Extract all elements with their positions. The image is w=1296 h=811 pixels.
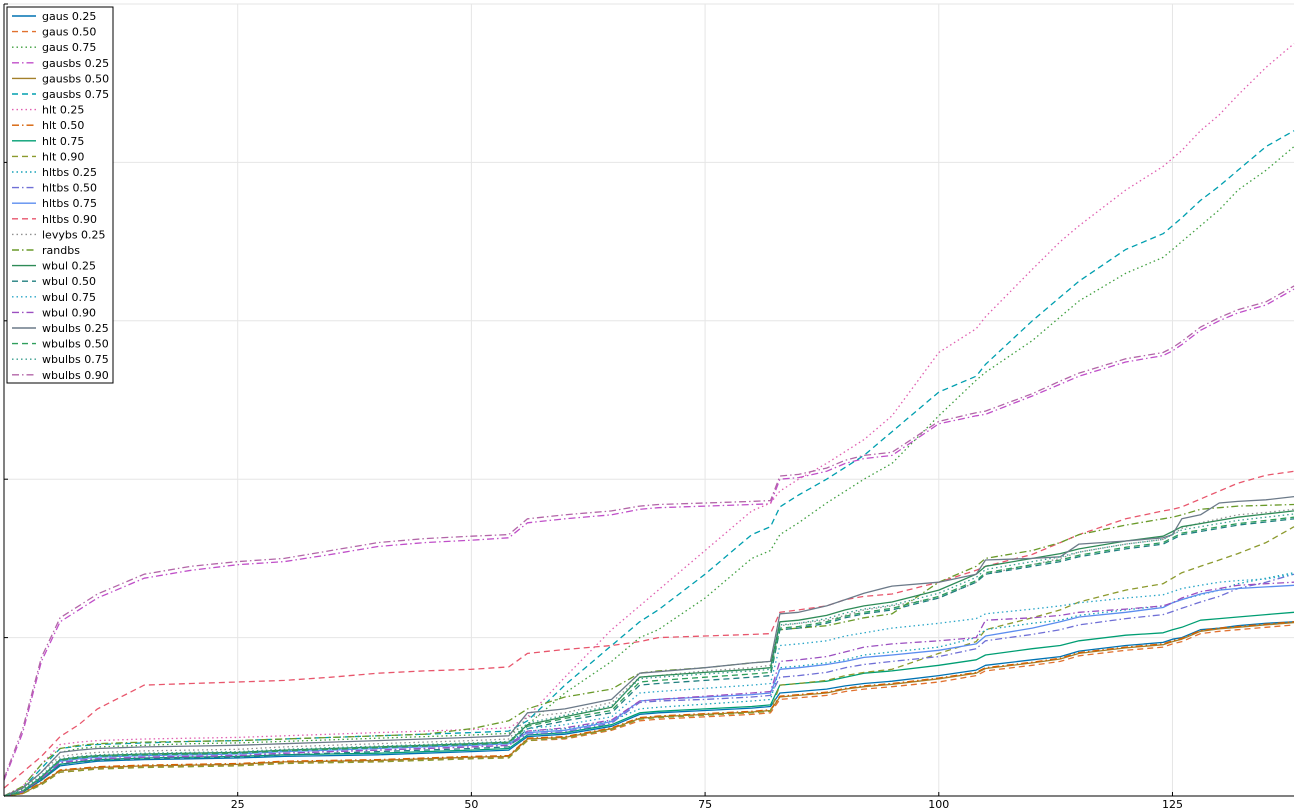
x-tick-label: 50 — [464, 798, 478, 811]
axes — [3, 3, 1294, 797]
legend-label: wbulbs 0.90 — [42, 369, 109, 382]
x-tick-label: 75 — [698, 798, 712, 811]
series-line-levybs-0-25 — [3, 508, 1295, 797]
legend-label: randbs — [42, 244, 80, 257]
legend-entry: hlt 0.50 — [12, 119, 84, 132]
series-line-wbul-0-90 — [3, 581, 1295, 797]
series-line-gausbs-0-50 — [3, 621, 1295, 797]
legend-entry: wbulbs 0.25 — [12, 322, 109, 335]
legend-entry: wbul 0.90 — [12, 306, 96, 319]
x-tick-label: 100 — [928, 798, 949, 811]
legend-entry: gaus 0.25 — [12, 10, 96, 23]
legend-label: gausbs 0.75 — [42, 88, 109, 101]
legend-entry: randbs — [12, 244, 80, 257]
series-line-wbulbs-0-75 — [3, 513, 1295, 797]
series-line-wbul-0-50 — [3, 518, 1295, 797]
legend-label: hltbs 0.25 — [42, 166, 97, 179]
series-line-hlt-0-75 — [3, 611, 1295, 797]
legend-box — [6, 6, 114, 384]
legend-entries: gaus 0.25 gaus 0.50 gaus 0.75 gausbs 0.25 ga… — [12, 10, 109, 382]
legend-entry: hlt 0.75 — [12, 135, 84, 148]
series-line-hltbs-0-90 — [3, 470, 1295, 789]
series-line-gaus-0-25 — [3, 621, 1295, 797]
legend-label: gausbs 0.25 — [42, 57, 109, 70]
x-tick-label: 125 — [1162, 798, 1183, 811]
legend-label: hlt 0.25 — [42, 104, 84, 117]
legend-label: wbulbs 0.75 — [42, 353, 109, 366]
legend-entry: gausbs 0.75 — [12, 88, 109, 101]
legend-label: wbul 0.50 — [42, 275, 96, 288]
series-line-hlt-0-25 — [3, 43, 1295, 797]
series-line-gaus-0-50 — [3, 624, 1295, 797]
legend-label: wbulbs 0.25 — [42, 322, 109, 335]
series-line-wbulbs-0-50 — [3, 516, 1295, 797]
legend-entry: wbul 0.25 — [12, 260, 96, 273]
series-line-wbul-0-75 — [3, 573, 1295, 797]
legend-label: wbul 0.75 — [42, 291, 96, 304]
legend-entry: hltbs 0.25 — [12, 166, 97, 179]
legend-entry: wbulbs 0.90 — [12, 369, 109, 382]
legend-label: gausbs 0.50 — [42, 72, 109, 85]
legend-label: gaus 0.50 — [42, 26, 96, 39]
legend-label: hltbs 0.90 — [42, 213, 97, 226]
legend-entry: wbul 0.50 — [12, 275, 96, 288]
legend-label: hlt 0.75 — [42, 135, 84, 148]
series-line-wbul-0-25 — [3, 510, 1295, 797]
series-line-gausbs-0-25 — [3, 288, 1295, 781]
legend-entry: hltbs 0.75 — [12, 197, 97, 210]
series-line-hlt-0-50 — [3, 621, 1295, 797]
legend-entry: gaus 0.50 — [12, 26, 96, 39]
grid — [4, 3, 1294, 796]
legend-label: wbul 0.25 — [42, 260, 96, 273]
legend-entry: hltbs 0.90 — [12, 213, 97, 226]
series-line-wbulbs-0-25 — [3, 495, 1295, 797]
legend-label: hlt 0.90 — [42, 150, 84, 163]
legend-label: hlt 0.50 — [42, 119, 84, 132]
x-tick-label: 25 — [231, 798, 245, 811]
series-line-hlt-0-90 — [3, 526, 1295, 797]
legend-entry: hltbs 0.50 — [12, 182, 97, 195]
legend-label: wbulbs 0.50 — [42, 338, 109, 351]
x-tick-labels: 25 50 75 100 125 — [231, 798, 1183, 811]
legend-entry: hlt 0.90 — [12, 150, 84, 163]
legend: gaus 0.25 gaus 0.50 gaus 0.75 gausbs 0.25 ga… — [6, 6, 114, 384]
legend-entry: wbulbs 0.75 — [12, 353, 109, 366]
legend-label: levybs 0.25 — [42, 228, 106, 241]
series-line-gaus-0-75 — [3, 146, 1295, 797]
legend-entry: wbul 0.75 — [12, 291, 96, 304]
legend-label: wbul 0.90 — [42, 306, 96, 319]
legend-label: gaus 0.75 — [42, 41, 96, 54]
series-line-wbulbs-0-90 — [3, 285, 1295, 779]
series-lines — [3, 43, 1295, 797]
legend-entry: wbulbs 0.50 — [12, 338, 109, 351]
legend-entry: hlt 0.25 — [12, 104, 84, 117]
legend-label: hltbs 0.50 — [42, 182, 97, 195]
legend-entry: levybs 0.25 — [12, 228, 106, 241]
series-line-hltbs-0-75 — [3, 584, 1295, 797]
legend-entry: gausbs 0.25 — [12, 57, 109, 70]
legend-label: gaus 0.25 — [42, 10, 96, 23]
legend-entry: gaus 0.75 — [12, 41, 96, 54]
legend-entry: gausbs 0.50 — [12, 72, 109, 85]
legend-label: hltbs 0.75 — [42, 197, 97, 210]
